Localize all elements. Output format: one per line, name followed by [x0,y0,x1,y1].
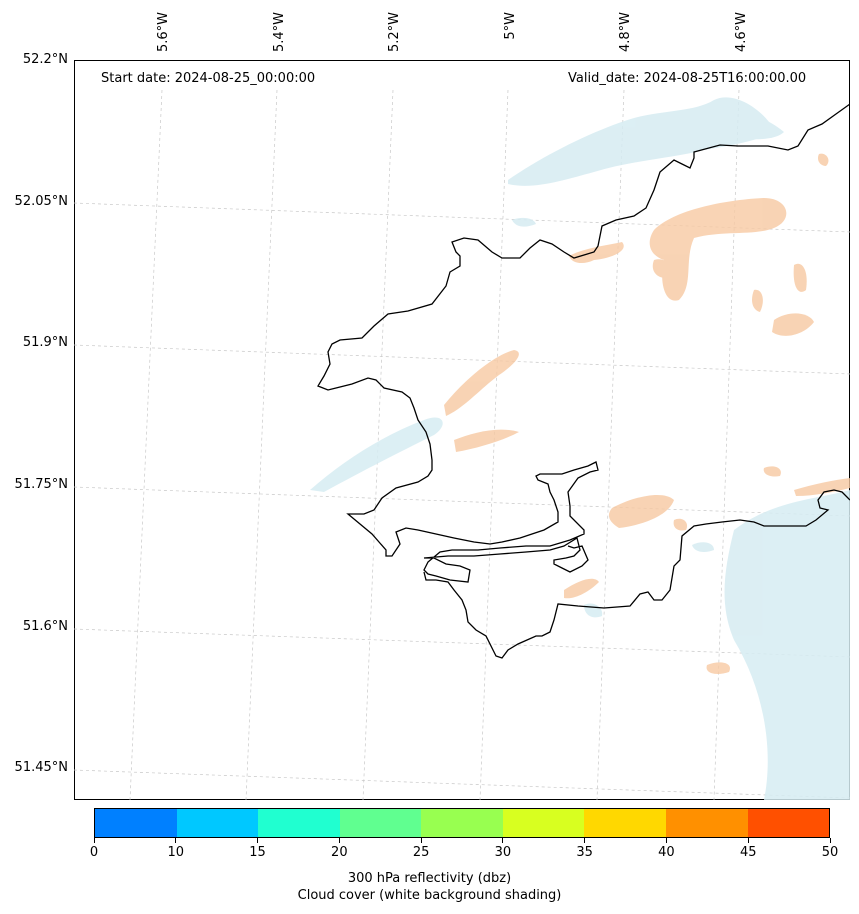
meridian-5-4w [245,89,278,800]
colorbar-segment [502,809,585,837]
meridian-5w [479,89,509,800]
coastline-south [423,489,850,659]
colorbar-tick [584,838,586,843]
lon-label-5-4w: 5.4°W [272,12,287,53]
colorbar-tick [93,838,95,843]
lat-label-51-45n: 51.45°N [14,760,68,775]
lon-label-4-6w: 4.6°W [734,12,749,53]
colorbar-segment [258,809,340,837]
colorbar-tick-label: 50 [821,845,839,860]
colorbar-tick-label: 35 [576,845,593,860]
colorbar-tick [175,838,177,843]
colorbar-title: 300 hPa reflectivity (dbz) [347,871,512,886]
lon-label-5w: 5°W [503,12,518,40]
colorbar-tick-label: 15 [249,845,266,860]
start-date-label: Start date: 2024-08-25_00:00:00 [101,71,316,86]
reflectivity-shading [444,153,850,674]
lon-label-5-2w: 5.2°W [387,12,402,53]
map-panel [74,60,850,800]
colorbar-tick [829,838,831,843]
lon-label-5-6w: 5.6°W [156,12,171,53]
colorbar-tick-label: 20 [331,845,348,860]
colorbar-segment [421,809,503,837]
colorbar [94,808,830,838]
colorbar-tick-label: 40 [658,845,675,860]
lon-label-4-8w: 4.8°W [618,12,633,53]
colorbar-segment [747,809,830,837]
coastline [317,103,850,583]
colorbar-tick-label: 10 [167,845,185,860]
colorbar-segment [665,809,748,837]
meridian-4-6w [713,89,740,800]
lat-label-51-6n: 51.6°N [22,619,68,634]
map-canvas [74,60,850,800]
colorbar-tick [338,838,340,843]
lat-label-52-2n: 52.2°N [22,52,68,67]
colorbar-tick [665,838,667,843]
colorbar-tick-label: 45 [739,845,757,860]
valid-date-label: Valid_date: 2024-08-25T16:00:00.00 [568,71,807,86]
colorbar-segment [339,809,422,837]
map-border [74,60,850,800]
cloud-cover-shading [310,97,850,800]
colorbar-tick-label: 25 [412,845,430,860]
colorbar-tick-label: 0 [89,845,99,860]
colorbar-segment [176,809,259,837]
lat-label-52-05n: 52.05°N [14,194,68,209]
colorbar-segment [95,809,177,837]
colorbar-segment [584,809,666,837]
colorbar-tick [420,838,422,843]
colorbar-tick-label: 30 [494,845,512,860]
colorbar-tick [502,838,504,843]
meridian-4-8w [596,89,625,800]
colorbar-tick [747,838,749,843]
colorbar-tick [257,838,259,843]
colorbar-subtitle: Cloud cover (white background shading) [297,888,562,903]
meridian-5-6w [129,89,163,800]
lat-label-51-75n: 51.75°N [14,477,68,492]
lat-label-51-9n: 51.9°N [22,335,68,350]
